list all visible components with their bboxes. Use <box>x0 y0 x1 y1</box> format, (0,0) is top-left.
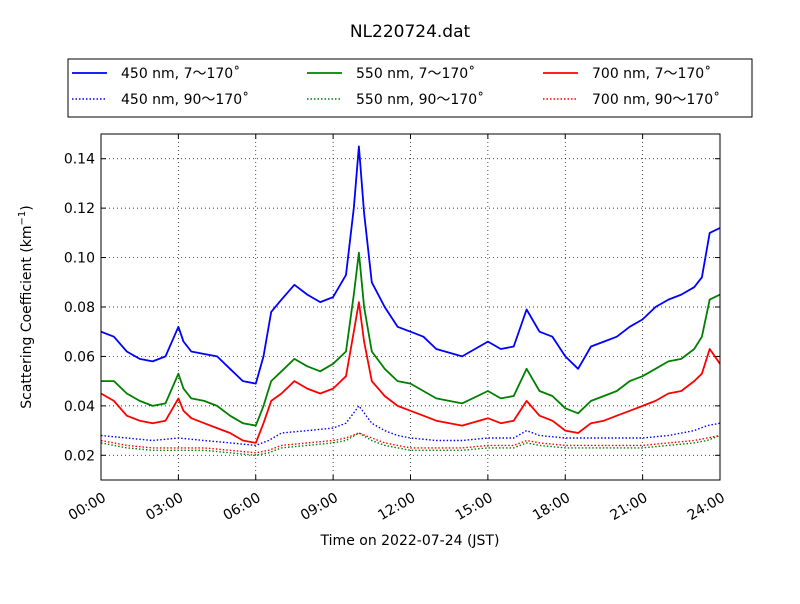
series-line-5 <box>100 432 721 454</box>
legend-items: 450 nm, 7～170˚ 550 nm, 7～170˚ 700 nm, 7～17… <box>72 65 720 108</box>
legend-label-2: 700 nm, 7～170˚ <box>592 65 711 82</box>
legend-label-4: 550 nm, 90～170˚ <box>356 91 484 108</box>
y-axis-label-tail: ) <box>19 205 35 210</box>
y-tick-label: 0.14 <box>64 152 95 168</box>
y-tick-label: 0.06 <box>64 349 95 365</box>
legend-label-3: 450 nm, 90～170˚ <box>121 91 249 108</box>
y-axis-label-exponent: −1 <box>17 211 28 226</box>
y-tick-label: 0.10 <box>64 251 95 267</box>
series-line-2 <box>100 301 721 444</box>
y-tick-label: 0.12 <box>64 201 95 217</box>
series-line-1 <box>101 251 721 427</box>
y-axis-label-main: Scattering Coefficient (km <box>19 225 35 408</box>
y-axis-label: Scattering Coefficient (km−1) <box>17 205 35 409</box>
legend: 450 nm, 7～170˚ 550 nm, 7～170˚ 700 nm, 7～17… <box>67 58 753 118</box>
legend-label-0: 450 nm, 7～170˚ <box>121 65 240 82</box>
series-line-0 <box>100 145 721 385</box>
legend-label-1: 550 nm, 7～170˚ <box>356 65 475 82</box>
chart-title: NL220724.dat <box>350 22 471 42</box>
series-line-3 <box>100 405 721 447</box>
y-tick-label: 0.02 <box>64 448 95 464</box>
x-axis-label: Time on 2022-07-24 (JST) <box>320 533 500 549</box>
legend-frame <box>67 58 753 118</box>
y-tick-label: 0.08 <box>64 300 95 316</box>
series-layer <box>100 145 721 456</box>
legend-label-5: 700 nm, 90～170˚ <box>592 91 720 108</box>
series-line-4 <box>100 432 721 456</box>
y-tick-label: 0.04 <box>64 399 95 415</box>
